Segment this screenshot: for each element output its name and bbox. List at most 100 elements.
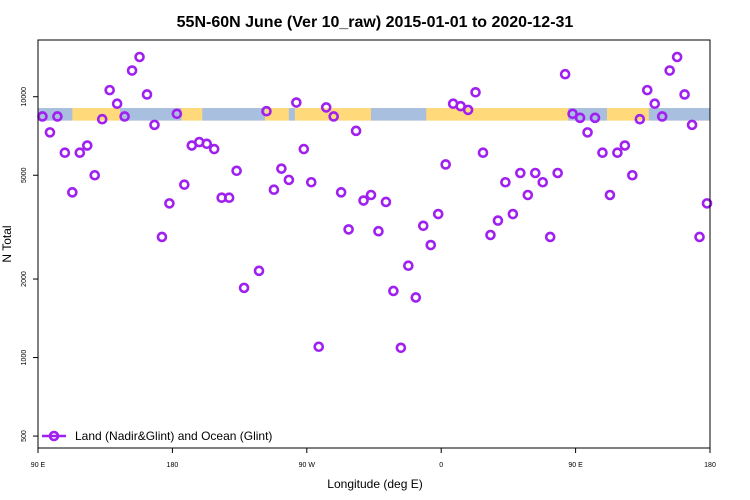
data-point-71 xyxy=(574,112,586,124)
ocean-span-6 xyxy=(648,108,710,121)
data-point-65 xyxy=(529,167,541,179)
data-point-49 xyxy=(410,292,422,303)
x-tick-label-1: 180 xyxy=(167,462,179,469)
x-tick-label-3: 0 xyxy=(439,462,443,469)
data-point-57 xyxy=(470,86,481,98)
x-tick-label-4: 90 E xyxy=(568,462,583,469)
data-point-39 xyxy=(335,187,347,198)
data-point-28 xyxy=(253,265,265,277)
data-point-15 xyxy=(149,119,160,131)
data-point-43 xyxy=(365,189,377,201)
data-point-27 xyxy=(238,282,250,294)
data-point-1 xyxy=(44,127,56,138)
data-point-81 xyxy=(649,98,661,110)
data-point-46 xyxy=(388,285,399,297)
data-point-34 xyxy=(298,143,310,155)
data-point-70 xyxy=(567,108,578,120)
y-tick-label-3: 5000 xyxy=(21,167,28,183)
data-point-75 xyxy=(604,189,616,201)
data-point-4 xyxy=(67,187,78,198)
legend-label: Land (Nadir&Glint) and Ocean (Glint) xyxy=(75,429,272,443)
data-point-60 xyxy=(492,215,504,226)
data-point-84 xyxy=(671,51,683,63)
ocean-span-3 xyxy=(288,108,295,121)
data-point-56 xyxy=(462,104,474,116)
data-point-22 xyxy=(201,138,213,150)
data-point-69 xyxy=(559,68,571,80)
data-point-82 xyxy=(656,111,668,122)
land-ocean-band xyxy=(38,108,710,121)
y-tick-label-2: 2000 xyxy=(21,271,28,287)
data-point-72 xyxy=(582,127,593,138)
data-point-74 xyxy=(597,147,608,159)
data-point-53 xyxy=(440,159,451,170)
legend: Land (Nadir&Glint) and Ocean (Glint) xyxy=(42,429,272,443)
data-point-26 xyxy=(231,165,242,177)
data-point-48 xyxy=(403,260,414,271)
data-point-37 xyxy=(320,102,332,113)
data-point-5 xyxy=(74,147,86,159)
data-point-11 xyxy=(119,111,130,122)
data-point-58 xyxy=(477,147,489,159)
data-point-73 xyxy=(589,112,601,124)
axis-ticks: 90 E 180 90 W 0 90 E 180 500 1000 2000 5000 10000 xyxy=(21,87,716,469)
data-point-79 xyxy=(634,113,646,125)
data-point-12 xyxy=(126,65,138,76)
data-point-86 xyxy=(686,119,698,131)
data-point-77 xyxy=(619,140,631,151)
data-point-47 xyxy=(395,342,407,354)
data-point-67 xyxy=(544,231,556,243)
data-point-33 xyxy=(291,97,302,108)
data-point-78 xyxy=(627,169,638,181)
legend-marker xyxy=(48,430,60,442)
ocean-span-4 xyxy=(371,108,427,121)
data-point-41 xyxy=(350,125,362,137)
y-tick-label-0: 500 xyxy=(21,430,28,442)
data-point-10 xyxy=(111,98,123,110)
data-point-6 xyxy=(81,140,93,151)
data-point-29 xyxy=(261,105,272,117)
data-point-51 xyxy=(425,239,437,251)
data-point-13 xyxy=(134,51,145,63)
data-point-31 xyxy=(276,163,287,174)
ocean-span-1 xyxy=(120,108,182,121)
data-point-18 xyxy=(171,108,183,120)
data-point-25 xyxy=(223,192,235,204)
data-point-38 xyxy=(328,111,339,122)
data-point-17 xyxy=(164,198,175,209)
data-point-63 xyxy=(515,167,526,179)
ocean-span-5 xyxy=(568,108,607,121)
data-point-23 xyxy=(208,143,220,155)
data-point-16 xyxy=(156,231,168,243)
data-point-66 xyxy=(537,176,549,188)
x-tick-label-2: 90 W xyxy=(299,462,316,469)
data-point-45 xyxy=(380,196,392,208)
data-point-62 xyxy=(507,208,519,220)
data-point-50 xyxy=(417,220,429,232)
data-point-36 xyxy=(313,341,325,353)
data-point-88 xyxy=(701,198,713,209)
x-axis-label: Longitude (deg E) xyxy=(327,477,422,491)
y-tick-label-4: 10000 xyxy=(21,87,28,107)
data-point-7 xyxy=(89,169,101,181)
data-point-40 xyxy=(343,224,354,235)
y-tick-label-1: 1000 xyxy=(21,350,28,366)
data-point-35 xyxy=(305,176,317,188)
data-points xyxy=(37,51,713,354)
data-point-9 xyxy=(104,84,115,96)
ocean-span-2 xyxy=(202,108,265,121)
data-point-80 xyxy=(641,84,653,96)
y-axis-label: N Total xyxy=(0,225,14,262)
data-point-3 xyxy=(59,147,71,159)
data-point-32 xyxy=(283,174,295,186)
data-point-83 xyxy=(664,65,675,76)
data-point-87 xyxy=(694,231,705,243)
data-point-68 xyxy=(552,167,563,179)
data-point-59 xyxy=(485,229,496,241)
data-point-8 xyxy=(96,113,108,125)
data-point-30 xyxy=(268,184,280,196)
data-point-14 xyxy=(141,89,153,100)
x-tick-label-0: 90 E xyxy=(31,462,46,469)
x-tick-label-5: 180 xyxy=(704,462,716,469)
data-point-76 xyxy=(612,147,623,159)
